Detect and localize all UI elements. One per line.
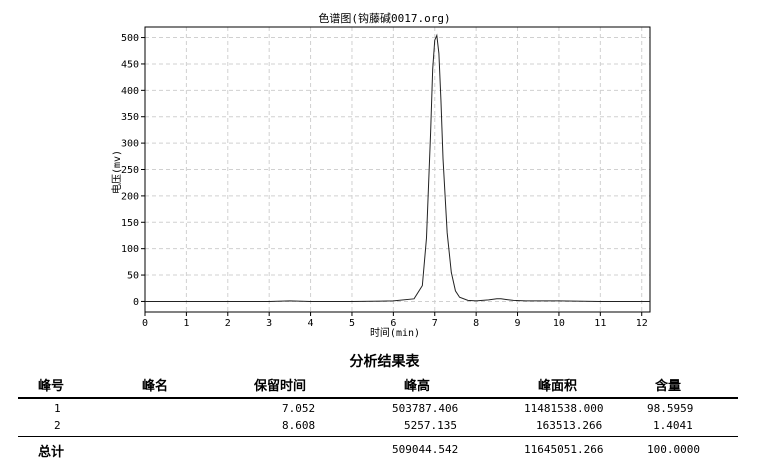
x-axis-label: 时间(min) [370, 326, 420, 339]
chromatogram-chart: 0 1 2 3 4 5 6 7 8 9 10 11 12050100150200250300350400… [110, 26, 651, 339]
x-tick-label: 11 [594, 318, 606, 329]
total-peak-height: 509044.542 [392, 443, 459, 456]
header-peak-area: 峰面积 [538, 379, 578, 394]
cell-content: 1.4041 [653, 419, 693, 432]
axis-ticks: 0 1 2 3 4 5 6 7 8 9 10 11 12050100150200250300350400… [121, 33, 648, 329]
x-tick-label: 7 [432, 318, 438, 329]
x-tick-label: 6 [390, 318, 396, 329]
x-tick-label: 10 [553, 318, 565, 329]
cell-peak-area: 163513.266 [536, 419, 603, 432]
x-tick-label: 5 [349, 318, 355, 329]
y-axis-label: 电压(mv) [110, 150, 123, 194]
x-tick-label: 1 [183, 318, 189, 329]
x-tick-label: 0 [142, 318, 148, 329]
y-tick-label: 350 [121, 112, 139, 123]
y-tick-label: 150 [121, 218, 139, 229]
y-tick-label: 450 [121, 59, 139, 70]
total-content: 100.0000 [647, 443, 700, 456]
cell-peak-height: 5257.135 [404, 419, 457, 432]
x-tick-label: 12 [636, 318, 648, 329]
grid-lines [145, 27, 650, 312]
x-tick-label: 2 [225, 318, 231, 329]
y-tick-label: 100 [121, 244, 139, 255]
header-peak-height: 峰高 [404, 379, 431, 394]
x-tick-label: 9 [515, 318, 521, 329]
x-tick-label: 3 [266, 318, 272, 329]
header-rule [18, 397, 738, 399]
y-tick-label: 500 [121, 33, 139, 44]
header-retention-time: 保留时间 [254, 379, 307, 394]
report-title: 分析结果表 [349, 354, 420, 370]
header-peak-no: 峰号 [38, 379, 65, 394]
chart-title: 色谱图(钩藤碱0017.org) [318, 12, 451, 25]
header-content: 含量 [655, 379, 682, 394]
total-rule [18, 436, 738, 437]
y-tick-label: 400 [121, 86, 139, 97]
y-tick-label: 300 [121, 139, 139, 150]
series-layer [145, 33, 650, 302]
cell-retention-time: 7.052 [282, 402, 316, 415]
cell-peak-no: 1 [54, 402, 61, 415]
cell-peak-height: 503787.406 [392, 402, 459, 415]
total-peak-area: 11645051.266 [524, 443, 604, 456]
y-tick-label: 50 [127, 271, 139, 282]
cell-peak-area: 11481538.000 [524, 402, 604, 415]
x-tick-label: 8 [473, 318, 479, 329]
cell-content: 98.5959 [647, 402, 694, 415]
y-tick-label: 250 [121, 165, 139, 176]
y-tick-label: 0 [133, 297, 139, 308]
chromatogram-trace [145, 33, 650, 302]
header-peak-name: 峰名 [142, 379, 169, 394]
cell-retention-time: 8.608 [282, 419, 316, 432]
total-label: 总计 [38, 445, 65, 460]
x-tick-label: 4 [308, 318, 314, 329]
cell-peak-no: 2 [54, 419, 61, 432]
y-tick-label: 200 [121, 191, 139, 202]
